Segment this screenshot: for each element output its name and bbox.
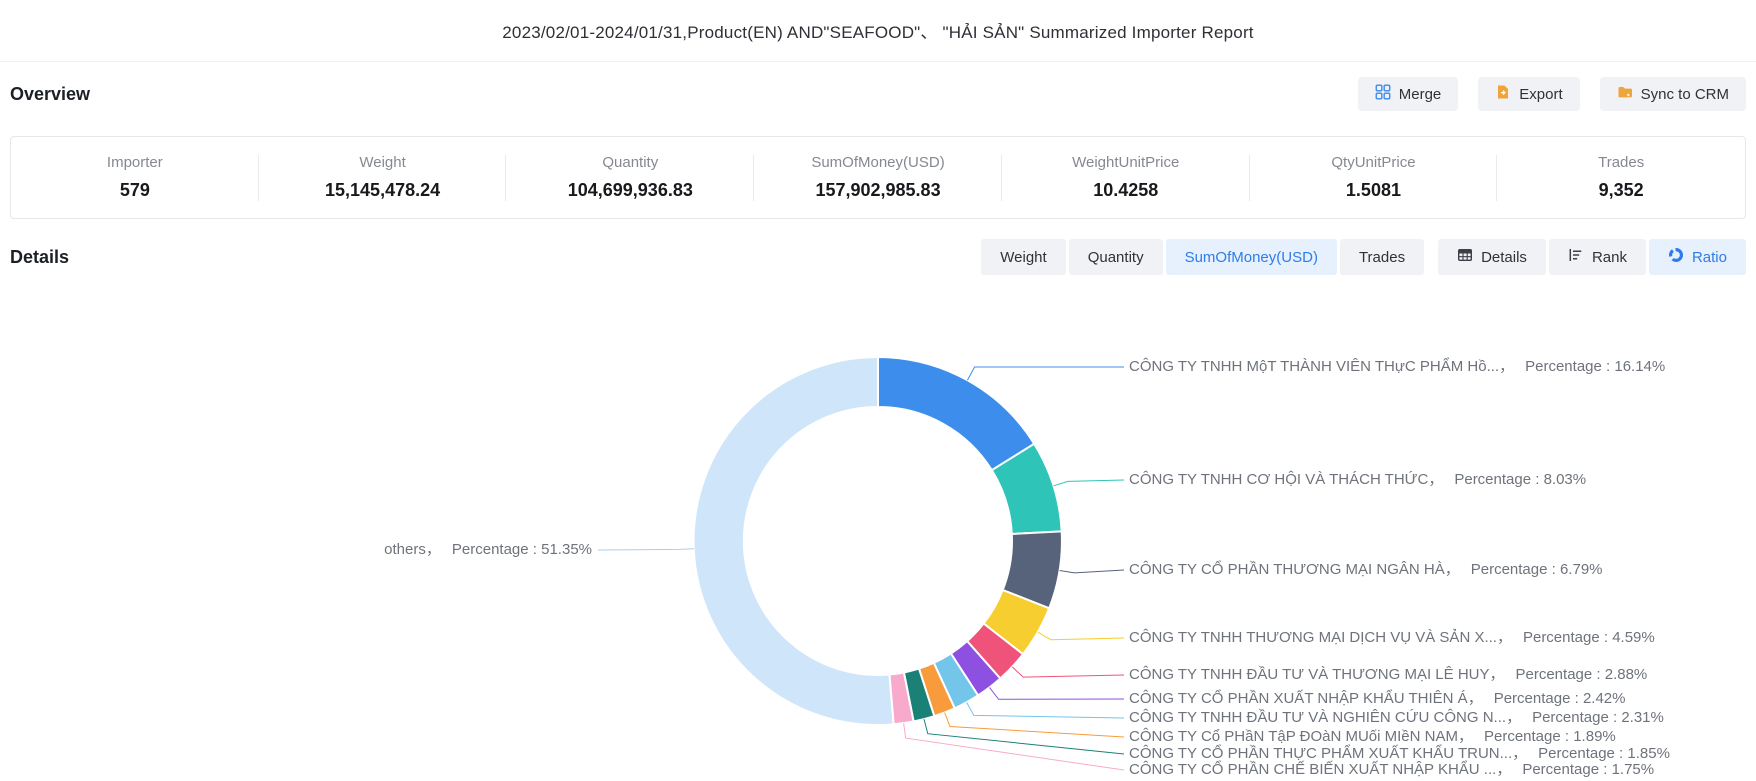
view-rank-button[interactable]: Rank <box>1548 239 1646 275</box>
stat-value: 1.5081 <box>1345 180 1401 200</box>
donut-slice[interactable] <box>692 355 895 726</box>
stat-value: 104,699,936.83 <box>567 180 693 200</box>
label-leader-line <box>1053 479 1125 487</box>
metric-tabs: Weight Quantity SumOfMoney(USD) Trades <box>981 239 1425 275</box>
sync-to-crm-button[interactable]: Sync to CRM <box>1599 77 1746 111</box>
stat-label: Quantity <box>602 154 659 171</box>
view-details-button[interactable]: Details <box>1438 239 1546 275</box>
sync-folder-icon <box>1617 84 1633 104</box>
details-row: Details Weight Quantity SumOfMoney(USD) … <box>0 239 1756 275</box>
donut-slice[interactable] <box>877 355 1036 472</box>
donut-icon <box>1668 247 1684 267</box>
view-details-label: Details <box>1481 248 1527 266</box>
label-leader-line <box>1037 631 1125 641</box>
stat-label: Weight <box>359 154 406 171</box>
view-ratio-button[interactable]: Ratio <box>1648 239 1746 275</box>
page-title: 2023/02/01-2024/01/31,Product(EN) AND"SE… <box>502 23 1254 42</box>
stats-panel: Importer 579 Weight 15,145,478.24 Quanti… <box>10 136 1746 219</box>
stat-value: 15,145,478.24 <box>325 180 441 200</box>
label-leader-line <box>1011 666 1125 678</box>
stat-label: SumOfMoney(USD) <box>811 154 945 171</box>
stat-qty-unit-price: QtyUnitPrice 1.5081 <box>1250 154 1498 201</box>
table-icon <box>1457 247 1473 267</box>
label-leader-line <box>944 712 1125 738</box>
stat-value: 9,352 <box>1598 180 1644 200</box>
label-leader-line <box>1059 569 1125 574</box>
stat-value: 157,902,985.83 <box>815 180 941 200</box>
view-tabs: Details Rank Ratio <box>1438 239 1746 275</box>
export-icon <box>1495 84 1511 104</box>
pie-label: CÔNG TY TNHH MộT THÀNH VIÊN THựC PHẨM Hồ… <box>1129 358 1666 375</box>
pie-label: CÔNG TY TNHH ĐẦU TƯ VÀ NGHIÊN CỨU CÔNG N… <box>1129 709 1664 726</box>
pie-label: CÔNG TY TNHH ĐẦU TƯ VÀ THƯƠNG MẠI LÊ HUY… <box>1129 666 1648 683</box>
label-leader-line <box>966 366 1124 381</box>
pie-label: CÔNG TY CỔ PHẦN XUẤT NHẬP KHẨU THIÊN Á， P… <box>1129 690 1626 707</box>
stat-importer: Importer 579 <box>11 154 259 201</box>
label-leader-line <box>989 687 1125 700</box>
stat-weight: Weight 15,145,478.24 <box>259 154 507 201</box>
export-button-label: Export <box>1519 85 1563 103</box>
stat-trades: Trades 9,352 <box>1497 154 1745 201</box>
pie-label: CÔNG TY CỔ PHẦN CHẾ BIẾN XUẤT NHẬP KHẨU … <box>1129 761 1655 778</box>
label-leader-line <box>903 723 1125 771</box>
stat-label: Importer <box>106 154 163 171</box>
merge-icon <box>1375 84 1391 104</box>
stat-label: Trades <box>1598 154 1645 171</box>
merge-button[interactable]: Merge <box>1357 77 1459 111</box>
tab-trades[interactable]: Trades <box>1339 239 1425 275</box>
tab-weight[interactable]: Weight <box>981 239 1066 275</box>
tab-quantity[interactable]: Quantity <box>1068 239 1163 275</box>
overview-row: Overview Merge Export <box>0 76 1756 112</box>
rank-icon <box>1568 247 1584 267</box>
stat-label: WeightUnitPrice <box>1072 154 1180 171</box>
merge-button-label: Merge <box>1398 85 1442 103</box>
pie-label: CÔNG TY Cổ PHầN TậP ĐOàN MUối MIềN NAM， P… <box>1129 728 1616 745</box>
stat-weight-unit-price: WeightUnitPrice 10.4258 <box>1002 154 1250 201</box>
title-bar: 2023/02/01-2024/01/31,Product(EN) AND"SE… <box>0 0 1756 62</box>
pie-label: CÔNG TY TNHH THƯƠNG MẠI DỊCH VỤ VÀ SẢN X… <box>1129 629 1655 646</box>
stat-sum-of-money: SumOfMoney(USD) 157,902,985.83 <box>754 154 1002 201</box>
pie-label: CÔNG TY CỔ PHẦN THỰC PHẨM XUẤT KHẨU TRUN… <box>1129 745 1670 762</box>
stat-value: 579 <box>119 180 150 200</box>
view-ratio-label: Ratio <box>1691 248 1727 266</box>
overview-actions: Merge Export Sync to CRM <box>1357 77 1746 111</box>
tab-sum-of-money[interactable]: SumOfMoney(USD) <box>1165 239 1337 275</box>
label-leader-line <box>966 702 1125 719</box>
view-rank-label: Rank <box>1591 248 1627 266</box>
export-button[interactable]: Export <box>1478 77 1580 111</box>
overview-heading: Overview <box>10 83 91 104</box>
label-leader-line <box>597 548 695 551</box>
stat-label: QtyUnitPrice <box>1331 154 1416 171</box>
pie-label: CÔNG TY CỔ PHẦN THƯƠNG MẠI NGÂN HÀ， Perce… <box>1129 561 1603 578</box>
stat-quantity: Quantity 104,699,936.83 <box>506 154 754 201</box>
details-heading: Details <box>10 246 70 267</box>
pie-label: CÔNG TY TNHH CƠ HỘI VÀ THÁCH THỨC， Percen… <box>1129 471 1587 488</box>
stat-value: 10.4258 <box>1093 180 1159 200</box>
pie-label-others: others， Percentage : 51.35% <box>384 541 592 558</box>
sync-button-label: Sync to CRM <box>1640 85 1729 103</box>
label-leader-line <box>923 718 1125 755</box>
